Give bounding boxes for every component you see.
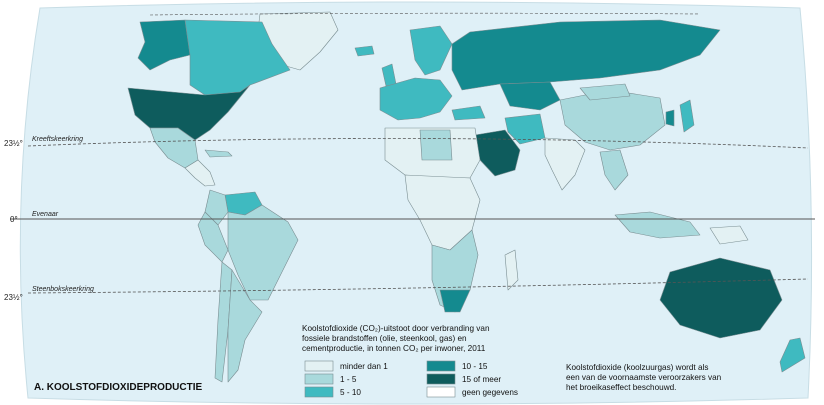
- brazil: [227, 204, 299, 301]
- legend-heading-line-1: Koolstofdioxide (CO₂)-uitstoot door verb…: [302, 324, 490, 333]
- legend-swatch-1: [304, 373, 334, 385]
- cuba: [204, 149, 233, 158]
- iceland: [354, 45, 375, 57]
- legend-swatch-4: [426, 373, 456, 385]
- legend-label-4: 15 of meer: [462, 375, 501, 384]
- legend: Koolstofdioxide (CO₂)-uitstoot door verb…: [302, 324, 518, 398]
- central-america: [184, 159, 216, 187]
- usa: [127, 84, 251, 141]
- arctic-line: [149, 12, 701, 16]
- legend-swatch-2: [304, 386, 334, 398]
- legend-heading-line-2: fossiele brandstoffen (olie, steenkool, …: [302, 334, 467, 343]
- western-europe: [379, 77, 453, 121]
- legend-label-3: 10 - 15: [462, 362, 488, 371]
- india: [544, 137, 586, 191]
- iran: [504, 113, 546, 145]
- papua-new-guinea: [709, 225, 749, 245]
- australia: [659, 257, 783, 339]
- korea: [665, 109, 675, 127]
- japan: [679, 99, 695, 133]
- mongolia: [579, 83, 631, 101]
- legend-label-2: 5 - 10: [340, 388, 361, 397]
- tropic-north-degree: 23½°: [4, 139, 23, 148]
- map-title: A. KOOLSTOFDIOXIDEPRODUCTIE: [34, 382, 202, 393]
- tropic-of-cancer-line: [27, 138, 809, 149]
- note-line-1: Koolstofdioxide (koolzuurgas) wordt als: [566, 363, 708, 372]
- note-line-3: het broeikaseffect beschouwd.: [566, 383, 676, 392]
- new-zealand: [779, 337, 806, 373]
- argentina: [227, 269, 263, 383]
- legend-label-5: geen gegevens: [462, 388, 518, 397]
- equator-name: Evenaar: [32, 211, 59, 218]
- madagascar: [504, 249, 519, 291]
- colombia: [204, 189, 229, 226]
- legend-label-1: 1 - 5: [340, 375, 357, 384]
- turkey: [451, 105, 486, 121]
- latitude-lines: [10, 12, 815, 294]
- libya: [419, 129, 453, 161]
- note-line-2: een van de voornaamste veroorzakers van: [566, 373, 722, 382]
- tropic-of-capricorn-line: [27, 278, 809, 294]
- scandinavia: [409, 25, 453, 76]
- legend-heading-line-3: cementproductie, in tonnen CO₂ per inwon…: [302, 344, 486, 353]
- indonesia: [614, 211, 701, 239]
- tropic-north-name: Kreeftskeerkring: [32, 136, 83, 143]
- russia: [451, 19, 721, 91]
- legend-swatch-3: [426, 360, 456, 372]
- legend-swatch-5: [426, 386, 456, 398]
- tropic-south-name: Steenbokskeerkring: [32, 286, 94, 293]
- legend-swatch-0: [304, 360, 334, 372]
- equator-degree: 0°: [10, 215, 18, 224]
- south-africa: [439, 289, 471, 313]
- legend-label-0: minder dan 1: [340, 362, 388, 371]
- note: Koolstofdioxide (koolzuurgas) wordt als …: [566, 363, 722, 392]
- tropic-south-degree: 23½°: [4, 293, 23, 302]
- kazakhstan: [499, 81, 561, 111]
- landmasses: [127, 11, 806, 383]
- southeast-asia: [599, 149, 629, 191]
